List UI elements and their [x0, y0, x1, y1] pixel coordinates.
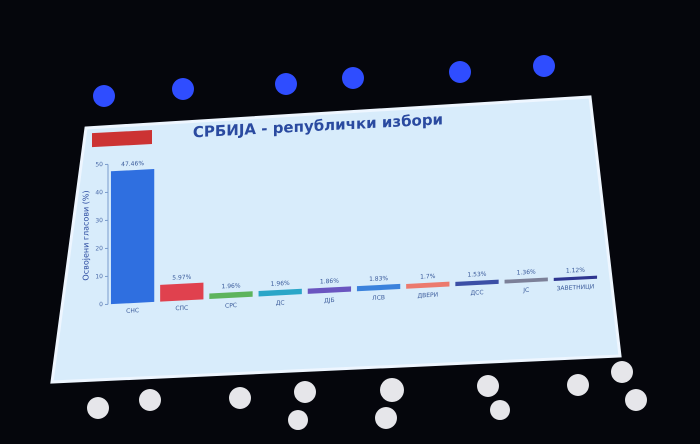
value-label: 47.46% — [121, 160, 144, 168]
x-tick-label: СПС — [175, 305, 188, 313]
y-axis-label: Освојени гласови (%) — [82, 190, 91, 281]
bar — [356, 283, 401, 292]
stage-lights — [93, 55, 555, 107]
y-tick-label: 40 — [95, 189, 103, 196]
x-tick-label: ДСС — [470, 289, 483, 297]
x-tick-label: СРС — [225, 302, 237, 310]
bar — [307, 286, 352, 294]
value-label: 1.96% — [221, 282, 240, 290]
y-tick-label: 20 — [95, 245, 103, 252]
value-label: 1.53% — [467, 271, 486, 279]
x-tick-label: ЛСВ — [372, 294, 385, 302]
balloons — [87, 361, 647, 430]
x-tick-label: ДС — [276, 300, 285, 307]
value-label: 1.7% — [420, 273, 436, 281]
bar — [455, 279, 499, 287]
logo — [92, 130, 152, 148]
y-tick-label: 10 — [95, 273, 103, 280]
bar — [110, 169, 155, 305]
bar — [406, 281, 450, 289]
x-tick-label: ЗАВЕТНИЦИ — [557, 283, 595, 292]
bar — [553, 275, 598, 281]
value-label: 1.36% — [517, 269, 536, 277]
value-label: 1.86% — [320, 278, 339, 286]
value-label: 1.12% — [566, 267, 585, 275]
screen — [50, 95, 622, 384]
y-tick-label: 30 — [95, 217, 103, 224]
x-tick-label: СНС — [126, 307, 139, 315]
bar — [258, 288, 302, 297]
bar — [209, 291, 253, 300]
value-label: 1.83% — [369, 275, 388, 283]
x-tick-label: ЈС — [522, 287, 529, 294]
bar — [504, 277, 548, 284]
y-tick-label: 0 — [99, 301, 103, 308]
value-label: 1.96% — [271, 280, 290, 288]
bar — [160, 282, 204, 302]
x-tick-label: ДВЕРИ — [417, 292, 438, 300]
x-tick-label: ДЈБ — [324, 297, 335, 305]
value-label: 5.97% — [172, 274, 191, 282]
y-tick-label: 50 — [95, 161, 103, 168]
